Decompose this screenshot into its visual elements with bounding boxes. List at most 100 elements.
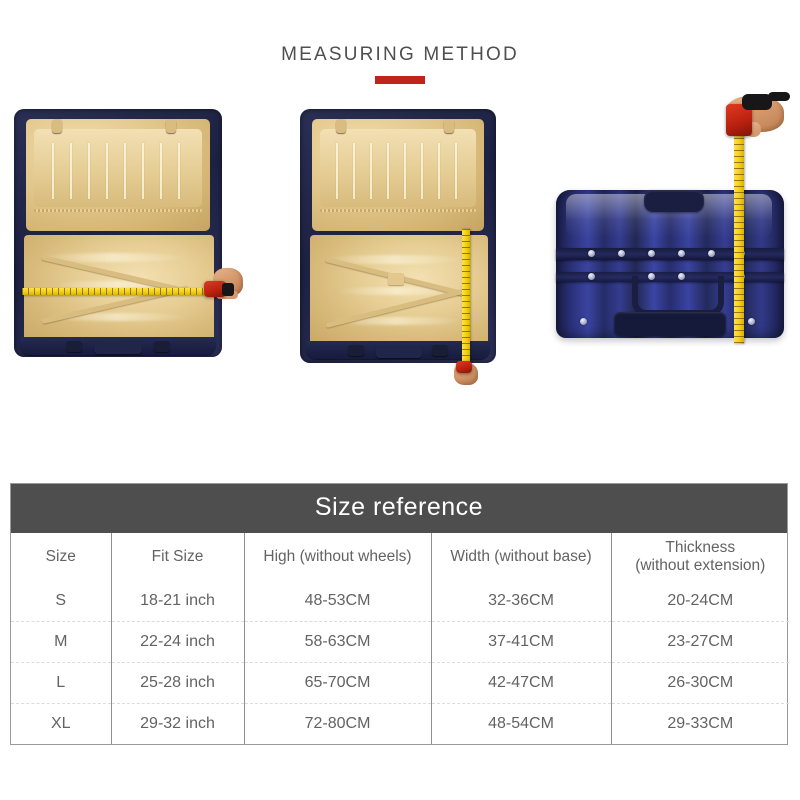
page-title: MEASURING METHOD <box>281 44 519 65</box>
tape-measure-case <box>204 281 226 297</box>
rivet <box>648 250 655 257</box>
suitcase-trolley-recess <box>614 312 726 336</box>
cell-thickness: 29-33CM <box>610 703 789 744</box>
photo-open-suitcase-width <box>8 105 243 363</box>
column-header-high: High (without wheels) <box>243 533 431 581</box>
suitcase-handle <box>94 342 142 354</box>
table-row: M 22-24 inch 58-63CM 37-41CM 23-27CM <box>11 621 789 663</box>
tape-measure-band <box>462 229 470 369</box>
suitcase-lid-panel <box>320 129 476 207</box>
cell-fit: 25-28 inch <box>110 662 244 704</box>
rivet <box>588 250 595 257</box>
table-row: S 18-21 inch 48-53CM 32-36CM 20-24CM <box>11 581 789 622</box>
tape-measure-band <box>734 132 744 344</box>
suitcase-frame-band <box>556 248 784 260</box>
column-header-thickness-line1: Thickness <box>665 538 736 556</box>
column-header-thickness: Thickness (without extension) <box>610 533 789 581</box>
cell-size: M <box>11 621 111 663</box>
suitcase-open-illustration <box>8 105 243 363</box>
lid-rib <box>455 143 457 199</box>
tape-measure-case-trim <box>742 94 772 110</box>
rivet <box>678 250 685 257</box>
suitcase-carry-handle <box>632 276 724 316</box>
tape-measure-ticks <box>734 132 744 344</box>
suitcase-open-illustration <box>296 105 508 385</box>
rivet <box>618 250 625 257</box>
lid-rib <box>421 143 423 199</box>
column-header-size: Size <box>45 547 76 565</box>
column-header-thickness-line2: (without extension) <box>635 557 766 574</box>
cell-thickness: 20-24CM <box>610 581 789 622</box>
cell-width: 32-36CM <box>430 581 611 622</box>
lining-wrinkle <box>52 281 182 289</box>
lining-wrinkle <box>336 287 456 295</box>
lid-rib <box>124 143 126 199</box>
lid-rib <box>70 143 72 199</box>
lid-rib <box>106 143 108 199</box>
lid-rib <box>52 143 54 199</box>
rivet <box>678 273 685 280</box>
column-header-fit-size: Fit Size <box>110 533 244 581</box>
cell-width: 48-54CM <box>430 703 611 744</box>
lid-tab-right <box>166 119 176 133</box>
lid-rib <box>336 143 338 199</box>
cell-fit: 29-32 inch <box>110 703 244 744</box>
suitcase-lid-panel <box>34 129 202 207</box>
rivet <box>588 273 595 280</box>
suitcase-latch-left <box>348 345 364 356</box>
lid-rib <box>438 143 440 199</box>
suitcase-latch-right <box>432 345 448 356</box>
photo-open-suitcase-height <box>296 105 508 385</box>
cell-width: 37-41CM <box>430 621 611 663</box>
suitcase-lower-band <box>556 272 784 282</box>
rivet <box>708 250 715 257</box>
size-reference-table: Size reference Size Fit Size High (witho… <box>10 483 789 745</box>
cell-width: 42-47CM <box>430 662 611 704</box>
lining-wrinkle <box>324 255 464 264</box>
lid-tab-right <box>444 119 454 133</box>
lid-rib <box>404 143 406 199</box>
rivet <box>748 318 755 325</box>
lid-tab-left <box>336 119 346 133</box>
lining-wrinkle <box>328 317 464 325</box>
cell-thickness: 23-27CM <box>610 621 789 663</box>
cell-size: XL <box>11 703 111 744</box>
cell-high: 58-63CM <box>243 621 431 663</box>
cell-high: 65-70CM <box>243 662 431 704</box>
lid-rib <box>142 143 144 199</box>
suitcase-handle <box>376 346 422 358</box>
lid-rib <box>88 143 90 199</box>
lid-rib <box>370 143 372 199</box>
column-header-width: Width (without base) <box>430 533 611 581</box>
cell-high: 72-80CM <box>243 703 431 744</box>
tape-measure-band <box>22 288 218 295</box>
lid-zipper <box>34 209 202 212</box>
cell-fit: 18-21 inch <box>110 581 244 622</box>
tape-measure-ticks <box>462 229 470 369</box>
lid-rib <box>178 143 180 199</box>
lining-wrinkle <box>38 253 188 262</box>
suitcase-latch-left <box>66 341 82 352</box>
suitcase-latch-right <box>154 341 170 352</box>
table-row: L 25-28 inch 65-70CM 42-47CM 26-30CM <box>11 662 789 704</box>
lid-tab-left <box>52 119 62 133</box>
table-header-row: Size Fit Size High (without wheels) Widt… <box>11 533 789 581</box>
lining-wrinkle <box>44 313 190 321</box>
tape-measure-ticks <box>22 288 218 295</box>
lid-zipper <box>320 209 476 212</box>
lid-rib <box>160 143 162 199</box>
cell-high: 48-53CM <box>243 581 431 622</box>
page-title-block: MEASURING METHOD <box>0 44 800 84</box>
size-table-grid: Size Fit Size High (without wheels) Widt… <box>11 533 789 744</box>
cell-size: L <box>11 662 111 704</box>
lid-rib <box>353 143 355 199</box>
tape-measure-strap <box>768 92 790 101</box>
cell-thickness: 26-30CM <box>610 662 789 704</box>
photo-closed-suitcase-thickness <box>540 90 796 365</box>
title-underline-rule <box>375 76 425 84</box>
rivet <box>580 318 587 325</box>
size-reference-title: Size reference <box>11 484 787 533</box>
tape-measure-case <box>456 361 472 373</box>
cell-size: S <box>55 591 67 609</box>
suitcase-top-recess <box>644 190 704 212</box>
